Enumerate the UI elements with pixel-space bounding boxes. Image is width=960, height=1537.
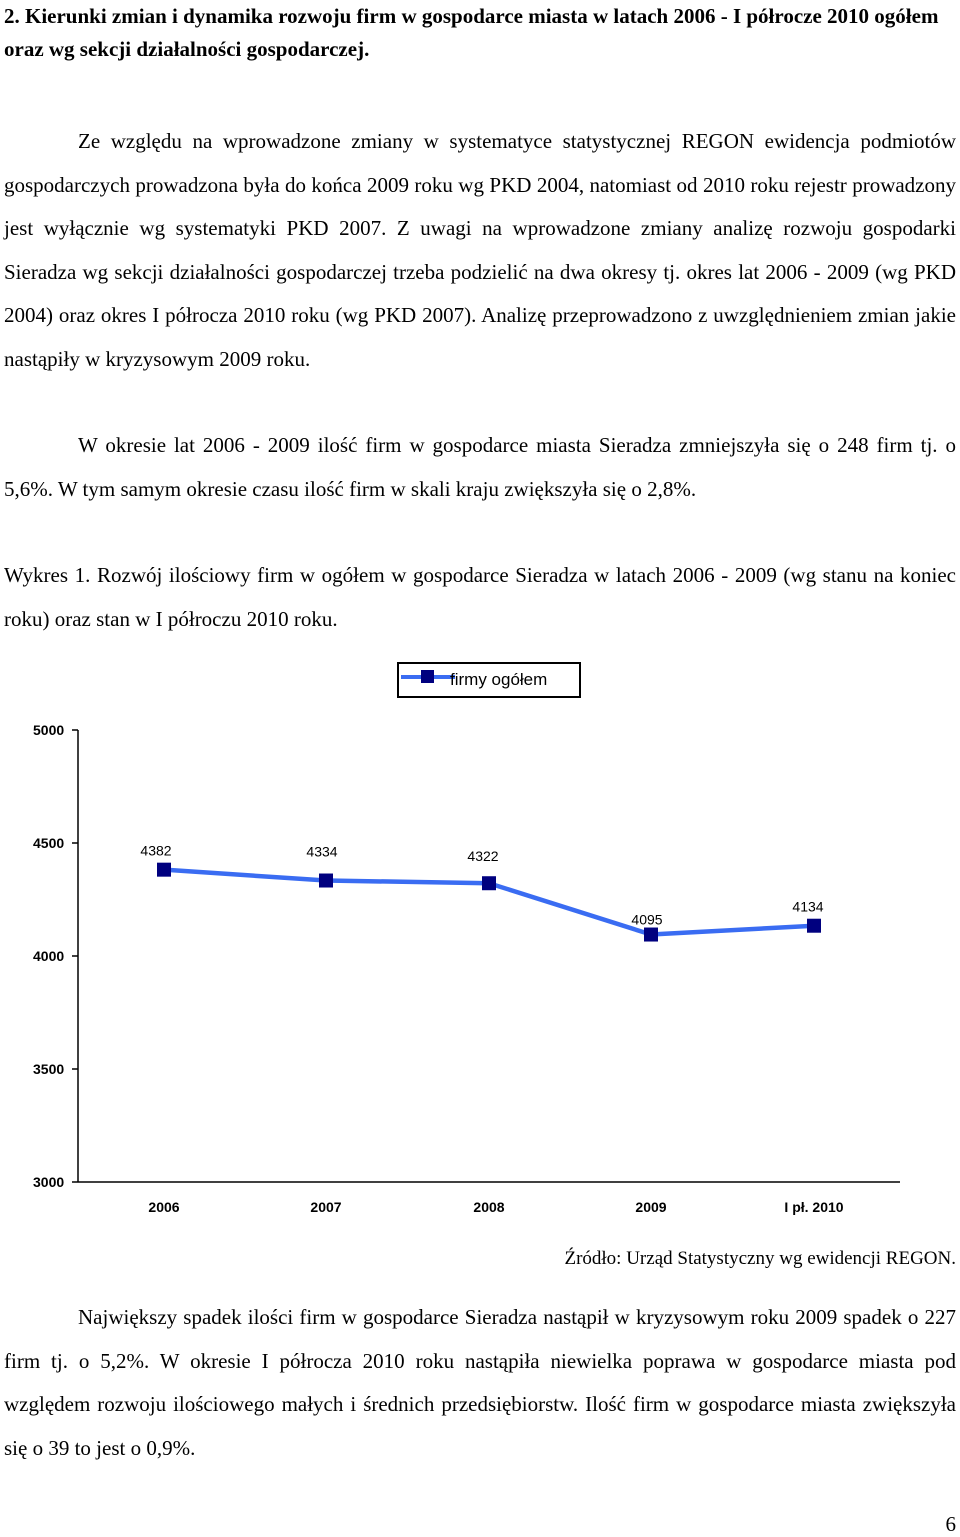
y-tick-label: 3500 xyxy=(33,1061,64,1077)
data-point-marker xyxy=(807,918,821,933)
data-label: 4334 xyxy=(306,844,337,860)
data-point-marker xyxy=(482,876,496,891)
data-label: 4095 xyxy=(631,912,662,928)
data-label: 4382 xyxy=(140,843,171,859)
chart-caption: Wykres 1. Rozwój ilościowy firm w ogółem… xyxy=(4,563,956,631)
data-point-marker xyxy=(157,862,171,877)
firms-line-chart: 5000 4500 4000 3500 3000 2006 2007 2008 2009 I pł… xyxy=(33,722,900,1215)
paragraph-regon-change: Ze względu na wprowadzone zmiany w syste… xyxy=(4,129,956,371)
y-tick-label: 5000 xyxy=(33,722,64,738)
data-label: 4134 xyxy=(792,899,823,915)
x-tick-label: 2009 xyxy=(635,1199,666,1215)
data-label: 4322 xyxy=(467,848,498,864)
paragraph-largest-drop: Największy spadek ilości firm w gospodar… xyxy=(4,1305,956,1460)
legend-label: firmy ogółem xyxy=(450,670,548,689)
page-number: 6 xyxy=(945,1512,957,1536)
x-tick-label: 2006 xyxy=(148,1199,179,1215)
x-tick-label: 2007 xyxy=(310,1199,341,1215)
data-point-marker xyxy=(644,927,658,942)
x-tick-label: 2008 xyxy=(473,1199,504,1215)
source-note: Źródło: Urząd Statystyczny wg ewidencji … xyxy=(564,1248,956,1269)
legend-marker-swatch xyxy=(421,670,434,683)
x-tick-label: I pł. 2010 xyxy=(784,1199,843,1215)
chart-legend: firmy ogółem xyxy=(397,662,581,698)
y-tick-label: 3000 xyxy=(33,1174,64,1190)
data-point-marker xyxy=(319,873,333,888)
y-tick-label: 4000 xyxy=(33,948,64,964)
y-tick-label: 4500 xyxy=(33,835,64,851)
paragraph-firm-decrease: W okresie lat 2006 - 2009 ilość firm w g… xyxy=(4,433,956,501)
section-heading: 2. Kierunki zmian i dynamika rozwoju fir… xyxy=(4,4,939,61)
